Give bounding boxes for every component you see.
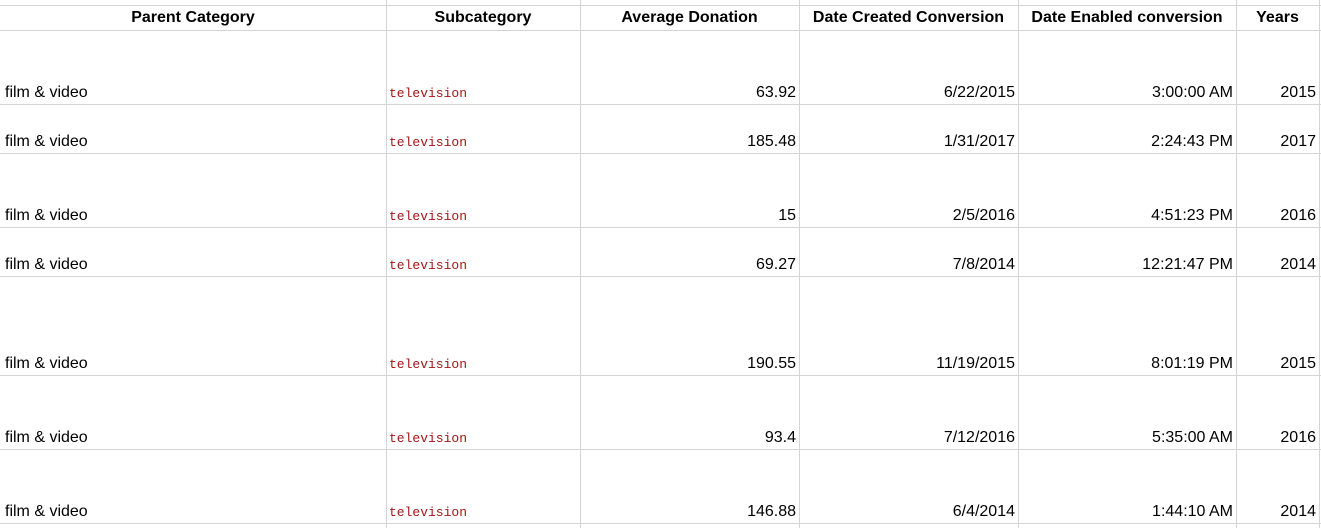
gridline (1319, 0, 1320, 528)
cell-date-created[interactable]: 7/12/2016 (943, 429, 1015, 446)
cell-years[interactable]: 2016 (1280, 207, 1316, 224)
cell-date-enabled[interactable]: 3:00:00 AM (1152, 84, 1233, 101)
cell-parent-category[interactable]: film & video (5, 207, 88, 224)
cell-subcategory[interactable]: television (389, 505, 468, 520)
cell-subcategory[interactable]: television (389, 258, 468, 273)
cell-parent-category[interactable]: film & video (5, 133, 88, 150)
cell-years[interactable]: 2015 (1280, 355, 1316, 372)
cell-subcategory[interactable]: television (389, 431, 468, 446)
gridline (0, 153, 1321, 154)
cell-average-donation[interactable]: 15 (778, 207, 796, 224)
cell-average-donation[interactable]: 190.55 (747, 355, 796, 372)
gridline (0, 104, 1321, 105)
cell-date-created[interactable]: 6/22/2015 (943, 84, 1015, 101)
cell-date-enabled[interactable]: 2:24:43 PM (1151, 133, 1233, 150)
cell-years[interactable]: 2015 (1280, 84, 1316, 101)
gridline (1018, 0, 1019, 528)
cell-subcategory[interactable]: television (389, 357, 468, 372)
cell-parent-category[interactable]: film & video (5, 355, 88, 372)
cell-years[interactable]: 2017 (1280, 133, 1316, 150)
header-parent-category[interactable]: Parent Category (131, 9, 255, 26)
gridline (0, 30, 1321, 31)
cell-date-enabled[interactable]: 1:44:10 AM (1152, 503, 1233, 520)
cell-average-donation[interactable]: 185.48 (747, 133, 796, 150)
cell-average-donation[interactable]: 93.4 (764, 429, 796, 446)
cell-date-enabled[interactable]: 5:35:00 AM (1152, 429, 1233, 446)
gridline (0, 523, 1321, 524)
header-date-created[interactable]: Date Created Conversion (812, 9, 1005, 26)
header-subcategory[interactable]: Subcategory (434, 9, 532, 26)
header-years[interactable]: Years (1256, 9, 1299, 26)
gridline (580, 0, 581, 528)
cell-parent-category[interactable]: film & video (5, 429, 88, 446)
cell-average-donation[interactable]: 69.27 (755, 256, 796, 273)
gridline (0, 375, 1321, 376)
gridline (0, 449, 1321, 450)
cell-date-created[interactable]: 1/31/2017 (943, 133, 1015, 150)
gridline (1236, 0, 1237, 528)
cell-average-donation[interactable]: 146.88 (747, 503, 796, 520)
cell-years[interactable]: 2014 (1280, 503, 1316, 520)
cell-date-enabled[interactable]: 8:01:19 PM (1151, 355, 1233, 372)
cell-average-donation[interactable]: 63.92 (755, 84, 796, 101)
cell-date-enabled[interactable]: 4:51:23 PM (1151, 207, 1233, 224)
gridline (0, 227, 1321, 228)
cell-parent-category[interactable]: film & video (5, 256, 88, 273)
cell-years[interactable]: 2016 (1280, 429, 1316, 446)
cell-years[interactable]: 2014 (1280, 256, 1316, 273)
gridline (799, 0, 800, 528)
header-date-enabled[interactable]: Date Enabled conversion (1031, 9, 1223, 26)
cell-parent-category[interactable]: film & video (5, 84, 88, 101)
cell-date-created[interactable]: 11/19/2015 (936, 355, 1015, 372)
gridline (0, 276, 1321, 277)
cell-date-created[interactable]: 7/8/2014 (952, 256, 1015, 273)
cell-subcategory[interactable]: television (389, 209, 468, 224)
cell-subcategory[interactable]: television (389, 135, 468, 150)
cell-parent-category[interactable]: film & video (5, 503, 88, 520)
cell-date-created[interactable]: 6/4/2014 (952, 503, 1015, 520)
header-average-donation[interactable]: Average Donation (621, 9, 758, 26)
cell-date-created[interactable]: 2/5/2016 (952, 207, 1015, 224)
gridline (0, 5, 1321, 6)
cell-date-enabled[interactable]: 12:21:47 PM (1142, 256, 1233, 273)
cell-subcategory[interactable]: television (389, 86, 468, 101)
gridline (386, 0, 387, 528)
